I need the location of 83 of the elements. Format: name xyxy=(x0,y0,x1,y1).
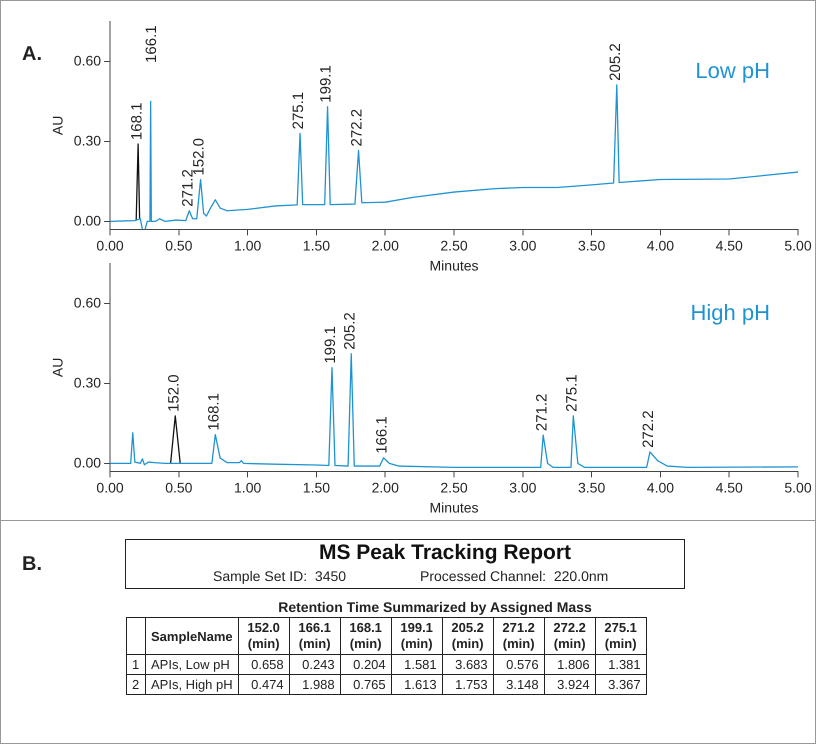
text: Retention Time Summarized by Assigned Mass xyxy=(277,599,593,615)
x-tick-label: 0.00 xyxy=(96,480,124,496)
text: Processed Channel: 220.0nm xyxy=(420,568,608,584)
y-tick-label: 0.00 xyxy=(74,212,102,228)
y-tick-label: 0.30 xyxy=(74,132,102,148)
x-tick-label: 2.50 xyxy=(440,480,468,496)
x-tick-label: 3.50 xyxy=(578,480,606,496)
annotation: 152.0 xyxy=(165,374,182,412)
legend-label: APIs, Low pH xyxy=(146,654,238,674)
y-tick-label: 0.60 xyxy=(74,294,102,310)
data-label: 0.658 xyxy=(238,654,290,674)
data-label: 0.204 xyxy=(340,654,392,674)
data-label: 1.988 xyxy=(289,674,340,694)
annotation: 272.2 xyxy=(640,410,658,448)
data-label: 0.765 xyxy=(340,674,392,694)
x-tick-label: 2.00 xyxy=(372,480,400,496)
category-label: 168.1 (min) xyxy=(340,618,392,654)
data-label: 3.367 xyxy=(595,674,646,694)
category-label: 199.1 (min) xyxy=(391,618,442,654)
x-tick-label: 0.00 xyxy=(96,238,124,254)
category-label: 272.2 (min) xyxy=(544,618,596,654)
x-tick-label: 0.50 xyxy=(165,480,193,496)
text: Low pH xyxy=(695,58,770,84)
text: Sample Set ID: 3450 xyxy=(213,568,346,584)
x-tick-label: 2.00 xyxy=(372,238,400,254)
data-label: 3.683 xyxy=(442,654,494,674)
data-label: 0.474 xyxy=(238,674,290,694)
category-label: 2 xyxy=(132,677,140,692)
x-tick-label: 0.50 xyxy=(165,238,193,254)
x-tick-label: 4.00 xyxy=(646,480,674,496)
y-axis-title: AU xyxy=(49,116,66,136)
x-tick-label: 3.00 xyxy=(509,238,537,254)
text: B. xyxy=(22,553,42,576)
x-tick-label: 1.50 xyxy=(302,480,330,496)
annotation: 168.1 xyxy=(205,393,222,431)
x-tick-label: 3.50 xyxy=(578,238,606,254)
x-tick-label: 1.00 xyxy=(234,238,262,254)
x-tick-label: 1.50 xyxy=(302,238,330,254)
x-tick-label: 2.50 xyxy=(440,238,468,254)
category-label: 152.0 (min) xyxy=(238,618,290,654)
category-label: 205.2 (min) xyxy=(442,618,494,654)
annotation: 275.1 xyxy=(563,374,580,412)
y-tick-label: 0.60 xyxy=(74,52,102,68)
data-label: 1.806 xyxy=(544,654,596,674)
x-tick-label: 3.00 xyxy=(509,480,537,496)
x-tick-label: 1.00 xyxy=(234,480,262,496)
x-tick-label: 5.00 xyxy=(784,480,812,496)
annotation: 168.1 xyxy=(128,102,146,140)
x-tick-label: 4.50 xyxy=(716,238,744,254)
annotation: 272.2 xyxy=(348,108,366,146)
annotation: 199.1 xyxy=(318,65,335,103)
data-label: 1.613 xyxy=(391,674,442,694)
text: High pH xyxy=(690,300,770,326)
annotation: 275.1 xyxy=(290,92,308,130)
y-tick-label: 0.00 xyxy=(74,454,102,470)
data-label: 1.581 xyxy=(391,654,442,674)
text: MS Peak Tracking Report xyxy=(318,541,572,565)
category-label: 275.1 (min) xyxy=(595,618,646,654)
category-label: 1 xyxy=(132,657,140,672)
y-tick-label: 0.30 xyxy=(74,374,102,390)
data-label: 3.924 xyxy=(544,674,596,694)
category-label: 166.1 (min) xyxy=(289,618,340,654)
data-label: 1.753 xyxy=(442,674,494,694)
x-tick-label: 4.50 xyxy=(716,480,744,496)
x-axis-title: Minutes xyxy=(430,499,479,516)
category-label: 271.2 (min) xyxy=(493,618,544,654)
data-label: 3.148 xyxy=(493,674,544,694)
x-axis-title: Minutes xyxy=(430,257,479,274)
annotation: 205.2 xyxy=(341,312,358,350)
legend-label: APIs, High pH xyxy=(146,674,238,694)
annotation: 199.1 xyxy=(322,326,340,364)
x-tick-label: 5.00 xyxy=(784,238,812,254)
x-tick-label: 4.00 xyxy=(646,238,674,254)
text: SampleName xyxy=(146,618,238,654)
annotation: 166.1 xyxy=(374,416,391,454)
data-label: 0.243 xyxy=(289,654,340,674)
y-axis-title: AU xyxy=(49,358,66,378)
text: A. xyxy=(22,43,42,66)
annotation: 166.1 xyxy=(143,25,160,63)
data-label: 0.576 xyxy=(493,654,544,674)
data-label: 1.381 xyxy=(595,654,646,674)
annotation: 205.2 xyxy=(606,43,624,81)
annotation: 271.2 xyxy=(533,394,550,432)
